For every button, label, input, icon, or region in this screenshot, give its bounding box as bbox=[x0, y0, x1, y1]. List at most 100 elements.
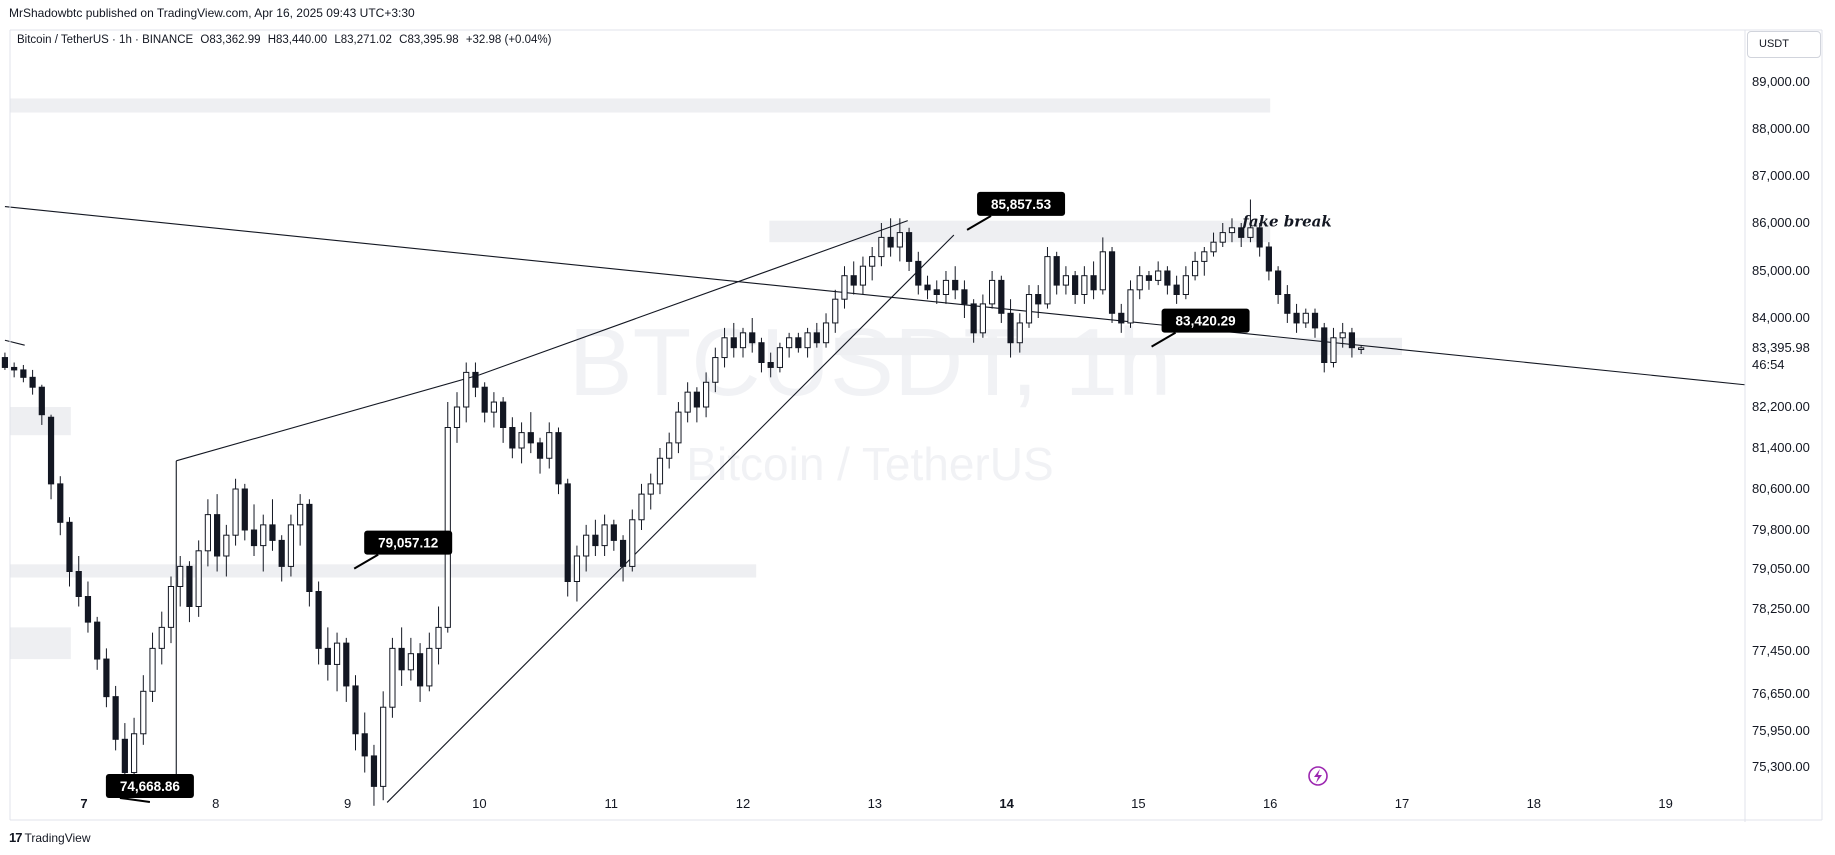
candle-body bbox=[352, 685, 359, 735]
candle-34 bbox=[315, 581, 322, 665]
candle-61 bbox=[564, 478, 571, 597]
time-tick-label: 14 bbox=[999, 796, 1014, 811]
candle-38 bbox=[352, 675, 359, 751]
candle-body bbox=[693, 391, 700, 408]
candle-81 bbox=[749, 318, 756, 353]
candle-104 bbox=[961, 280, 968, 318]
zone-4 bbox=[10, 564, 757, 578]
candle-body bbox=[47, 416, 55, 485]
candle-120 bbox=[1108, 247, 1116, 323]
candle-body bbox=[1210, 241, 1217, 253]
candle-80 bbox=[739, 327, 747, 358]
candle-97 bbox=[896, 218, 903, 262]
candle-body bbox=[380, 706, 387, 787]
candle-8 bbox=[75, 556, 82, 607]
callout-pointer bbox=[966, 214, 992, 231]
time-axis[interactable]: 7 8 9 10 11 12 13 14 15 16 17 18 19 bbox=[80, 796, 1672, 811]
candle-87 bbox=[804, 327, 811, 358]
candle-73 bbox=[675, 402, 682, 454]
candle-body bbox=[813, 332, 820, 344]
candle-body bbox=[675, 411, 682, 444]
candle-body bbox=[214, 514, 221, 557]
price-tick-label: 89,000.00 bbox=[1752, 74, 1810, 89]
candle-body bbox=[186, 565, 193, 608]
candle-body bbox=[1053, 256, 1060, 286]
candle-body bbox=[1025, 294, 1033, 324]
candle-140 bbox=[1293, 303, 1300, 333]
candle-body bbox=[638, 493, 645, 521]
candle-body bbox=[952, 279, 959, 291]
candle-65 bbox=[601, 514, 608, 556]
candle-115 bbox=[1062, 266, 1070, 295]
price-tick-label: 85,000.00 bbox=[1752, 263, 1810, 278]
candle-body bbox=[795, 337, 802, 349]
candle-body bbox=[1007, 312, 1014, 344]
candle-body bbox=[398, 647, 405, 671]
candle-body bbox=[1348, 332, 1356, 349]
lightning-icon bbox=[1308, 766, 1328, 786]
candle-body bbox=[749, 332, 756, 344]
trendline-4 bbox=[479, 220, 908, 376]
candle-64 bbox=[592, 519, 599, 556]
candle-body bbox=[1044, 256, 1051, 305]
candle-body bbox=[140, 690, 147, 735]
candle-body bbox=[389, 647, 396, 708]
candle-116 bbox=[1072, 271, 1079, 304]
watermark-symbol: BTCUSDT, 1h bbox=[569, 309, 1172, 416]
candle-body bbox=[961, 289, 968, 305]
price-axis[interactable]: 89,000.00 88,000.00 87,000.00 86,000.00 85,0… bbox=[1752, 74, 1810, 774]
candle-body bbox=[619, 539, 627, 567]
callout-pointer bbox=[353, 553, 379, 570]
candle-58 bbox=[536, 437, 544, 474]
candle-body bbox=[989, 279, 996, 305]
candle-body bbox=[1219, 232, 1226, 243]
candle-body bbox=[1090, 275, 1097, 291]
candle-body bbox=[260, 524, 267, 547]
candle-48 bbox=[444, 402, 451, 633]
candle-0 bbox=[1, 352, 9, 370]
candle-body bbox=[1311, 312, 1319, 329]
candle-28 bbox=[260, 514, 267, 572]
candle-54 bbox=[500, 397, 507, 443]
candle-body bbox=[1173, 284, 1180, 296]
symbol-ohlc-legend: Bitcoin / TetherUS · 1h · BINANCE O83,36… bbox=[17, 34, 555, 46]
time-tick-label: 17 bbox=[1395, 796, 1409, 811]
candle-144 bbox=[1330, 327, 1337, 368]
high-value: H83,440.00 bbox=[267, 34, 328, 46]
candle-12 bbox=[112, 685, 119, 751]
symbol-name[interactable]: Bitcoin / TetherUS · 1h · BINANCE bbox=[17, 34, 194, 46]
candle-body bbox=[758, 342, 765, 364]
candle-body bbox=[841, 275, 848, 300]
candle-107 bbox=[989, 271, 996, 309]
candle-body bbox=[1136, 275, 1143, 291]
candle-body bbox=[1072, 275, 1079, 296]
candle-body bbox=[527, 432, 534, 444]
candle-13 bbox=[121, 723, 128, 784]
callout-box bbox=[105, 773, 194, 798]
candle-6 bbox=[57, 476, 64, 536]
candle-body bbox=[583, 534, 590, 557]
candle-body bbox=[1265, 246, 1272, 272]
candle-body bbox=[223, 534, 230, 557]
candle-110 bbox=[1016, 313, 1023, 353]
tradingview-logo[interactable]: 17 TradingView bbox=[9, 830, 91, 845]
candle-84 bbox=[776, 342, 784, 373]
candle-127 bbox=[1173, 275, 1180, 304]
candle-body bbox=[592, 534, 599, 547]
candle-body bbox=[555, 432, 562, 485]
candle-4 bbox=[38, 384, 45, 425]
candle-15 bbox=[140, 675, 147, 745]
time-tick-label: 11 bbox=[604, 796, 618, 811]
currency-button[interactable]: USDT bbox=[1747, 31, 1821, 58]
candle-body bbox=[933, 289, 940, 295]
candle-body bbox=[1, 357, 9, 368]
candle-body bbox=[804, 332, 811, 349]
time-tick-label: 9 bbox=[344, 796, 351, 811]
candle-body bbox=[1145, 275, 1153, 281]
candle-body bbox=[509, 427, 516, 449]
candle-9 bbox=[84, 581, 92, 633]
candle-47 bbox=[435, 606, 442, 665]
candle-body bbox=[195, 550, 202, 607]
candle-body bbox=[1293, 312, 1300, 324]
